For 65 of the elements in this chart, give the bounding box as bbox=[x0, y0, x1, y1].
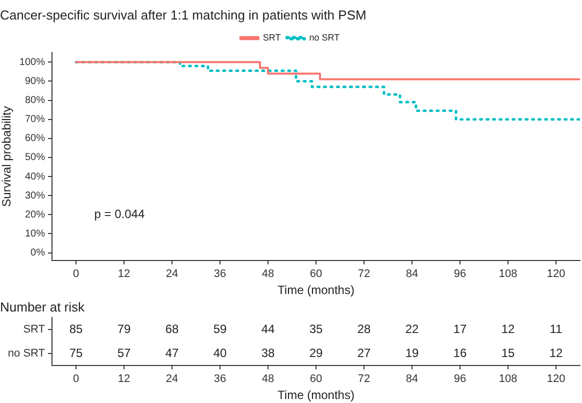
x-tick-label: 84 bbox=[406, 373, 418, 386]
x-tick-label: 48 bbox=[262, 268, 274, 280]
x-tick-label: 72 bbox=[358, 373, 370, 386]
data-label: 59 bbox=[213, 322, 227, 336]
y-tick-label: 80% bbox=[24, 95, 46, 106]
data-label: 47 bbox=[165, 346, 179, 360]
x-tick-label: 0 bbox=[72, 268, 80, 280]
data-label: 68 bbox=[165, 322, 179, 336]
x-tick-label: 108 bbox=[498, 373, 518, 386]
y-axis-title: Survival probability bbox=[0, 106, 14, 207]
data-label: 85 bbox=[69, 322, 83, 336]
y-tick-label: 60% bbox=[24, 133, 46, 144]
data-label: 75 bbox=[69, 346, 83, 360]
x-tick-label: 12 bbox=[118, 268, 130, 280]
y-tick-label: 30% bbox=[24, 190, 46, 202]
data-label: 15 bbox=[501, 346, 515, 360]
x-axis-title: Time (months) bbox=[278, 388, 354, 402]
annotation: p = 0.044 bbox=[94, 206, 145, 221]
y-tick-label: 40% bbox=[24, 171, 46, 182]
y-tick-label: 10% bbox=[24, 228, 46, 240]
data-label: 40 bbox=[213, 346, 227, 360]
data-label: 11 bbox=[550, 322, 563, 336]
y-tick-label: SRT bbox=[23, 324, 46, 336]
data-label: 19 bbox=[405, 346, 419, 360]
y-tick-label: 70% bbox=[24, 114, 46, 126]
x-tick-label: 24 bbox=[166, 268, 178, 280]
x-tick-label: 36 bbox=[214, 268, 226, 280]
y-tick-label: 50% bbox=[24, 152, 46, 164]
legend-label: no SRT bbox=[309, 32, 340, 43]
x-tick-label: 12 bbox=[118, 373, 130, 386]
chart-title: Number at risk bbox=[0, 299, 86, 314]
data-label: 16 bbox=[453, 346, 467, 360]
x-axis-title: Time (months) bbox=[278, 283, 354, 298]
x-tick-label: 120 bbox=[546, 373, 566, 386]
y-tick-label: 100% bbox=[19, 56, 46, 68]
data-label: 22 bbox=[405, 322, 419, 336]
x-tick-label: 48 bbox=[262, 373, 274, 386]
x-tick-label: 120 bbox=[546, 268, 566, 280]
data-label: 79 bbox=[117, 322, 131, 336]
x-tick-label: 108 bbox=[498, 268, 518, 280]
x-tick-label: 60 bbox=[310, 268, 322, 280]
data-label: 12 bbox=[501, 322, 515, 336]
x-tick-label: 60 bbox=[310, 373, 322, 386]
legend-label: SRT bbox=[262, 32, 282, 43]
data-label: 28 bbox=[357, 322, 371, 336]
data-label: 29 bbox=[309, 346, 323, 360]
data-label: 12 bbox=[549, 346, 563, 360]
x-tick-label: 0 bbox=[72, 373, 80, 386]
data-label: 35 bbox=[309, 322, 323, 336]
y-tick-label: no SRT bbox=[8, 347, 46, 360]
y-tick-label: 20% bbox=[24, 209, 46, 220]
y-tick-label: 90% bbox=[24, 76, 46, 87]
chart-title: Cancer-specific survival after 1:1 matching in patients with PSM bbox=[0, 7, 366, 22]
x-tick-label: 84 bbox=[406, 268, 418, 280]
data-label: 38 bbox=[261, 346, 275, 360]
x-tick-label: 36 bbox=[214, 373, 226, 386]
data-label: 17 bbox=[453, 322, 467, 336]
y-tick-label: 0% bbox=[30, 248, 46, 259]
data-label: 27 bbox=[357, 346, 371, 360]
x-tick-label: 96 bbox=[454, 268, 466, 280]
x-tick-label: 96 bbox=[454, 373, 466, 386]
data-label: 44 bbox=[261, 322, 275, 336]
x-tick-label: 24 bbox=[166, 373, 178, 386]
x-tick-label: 72 bbox=[358, 268, 370, 280]
data-label: 57 bbox=[117, 346, 131, 360]
